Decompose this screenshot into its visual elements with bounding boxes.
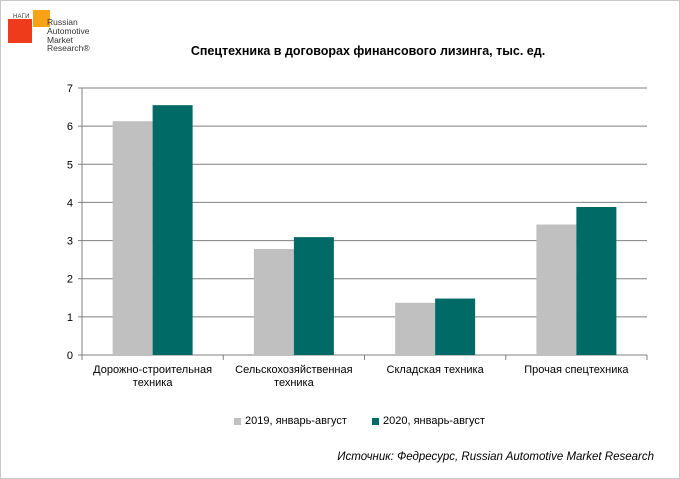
logo-brand-line: Research® (47, 43, 90, 54)
y-tick-label: 5 (67, 159, 73, 171)
x-category-label: техника (274, 377, 315, 389)
bar-2019 (112, 121, 153, 355)
y-tick-label: 2 (67, 274, 73, 286)
y-tick-label: 1 (67, 312, 73, 324)
logo-red-square (8, 19, 32, 43)
bar-2019 (395, 302, 436, 355)
legend-item-2020: 2020, январь-август (372, 415, 485, 427)
x-category-label: Складская техника (387, 364, 485, 376)
legend-item-2019: 2019, январь-август (234, 415, 347, 427)
y-tick-label: 3 (67, 236, 73, 248)
logo-orange-square (33, 10, 50, 27)
y-tick-label: 7 (67, 83, 73, 95)
y-tick-label: 0 (67, 350, 73, 362)
y-tick-label: 6 (67, 121, 73, 133)
bar-2020 (576, 207, 617, 355)
bar-2019 (253, 248, 294, 355)
x-category-label: Сельскохозяйственная (235, 364, 352, 376)
logo: НАГИ Russian Automotive Market Research® (8, 8, 98, 64)
legend-swatch-2020 (372, 417, 379, 425)
source-note: Источник: Федресурс, Russian Automotive … (337, 451, 654, 463)
logo-brand-text: Russian Automotive Market Research® (47, 18, 90, 53)
logo-brand-line: Automotive (47, 25, 90, 36)
legend-swatch-2019 (234, 417, 241, 425)
logo-brand-line: Market (47, 34, 73, 45)
bar-2020 (293, 237, 334, 355)
logo-small-text: НАГИ (13, 14, 30, 20)
y-tick-label: 4 (67, 197, 73, 209)
x-category-label: Прочая спецтехника (524, 364, 629, 376)
logo-brand-line: Russian (47, 17, 78, 27)
x-category-label: техника (133, 377, 174, 389)
legend-label-2019: 2019, январь-август (245, 415, 347, 427)
bar-2020 (152, 105, 193, 356)
x-category-label: Дорожно-строительная (93, 364, 212, 376)
legend-label-2020: 2020, январь-август (383, 415, 485, 427)
legend: 2019, январь-август 2020, январь-август (0, 415, 680, 431)
bar-2019 (536, 224, 577, 355)
bar-2020 (435, 298, 476, 355)
chart-title: Спецтехника в договорах финансового лизи… (190, 44, 546, 58)
